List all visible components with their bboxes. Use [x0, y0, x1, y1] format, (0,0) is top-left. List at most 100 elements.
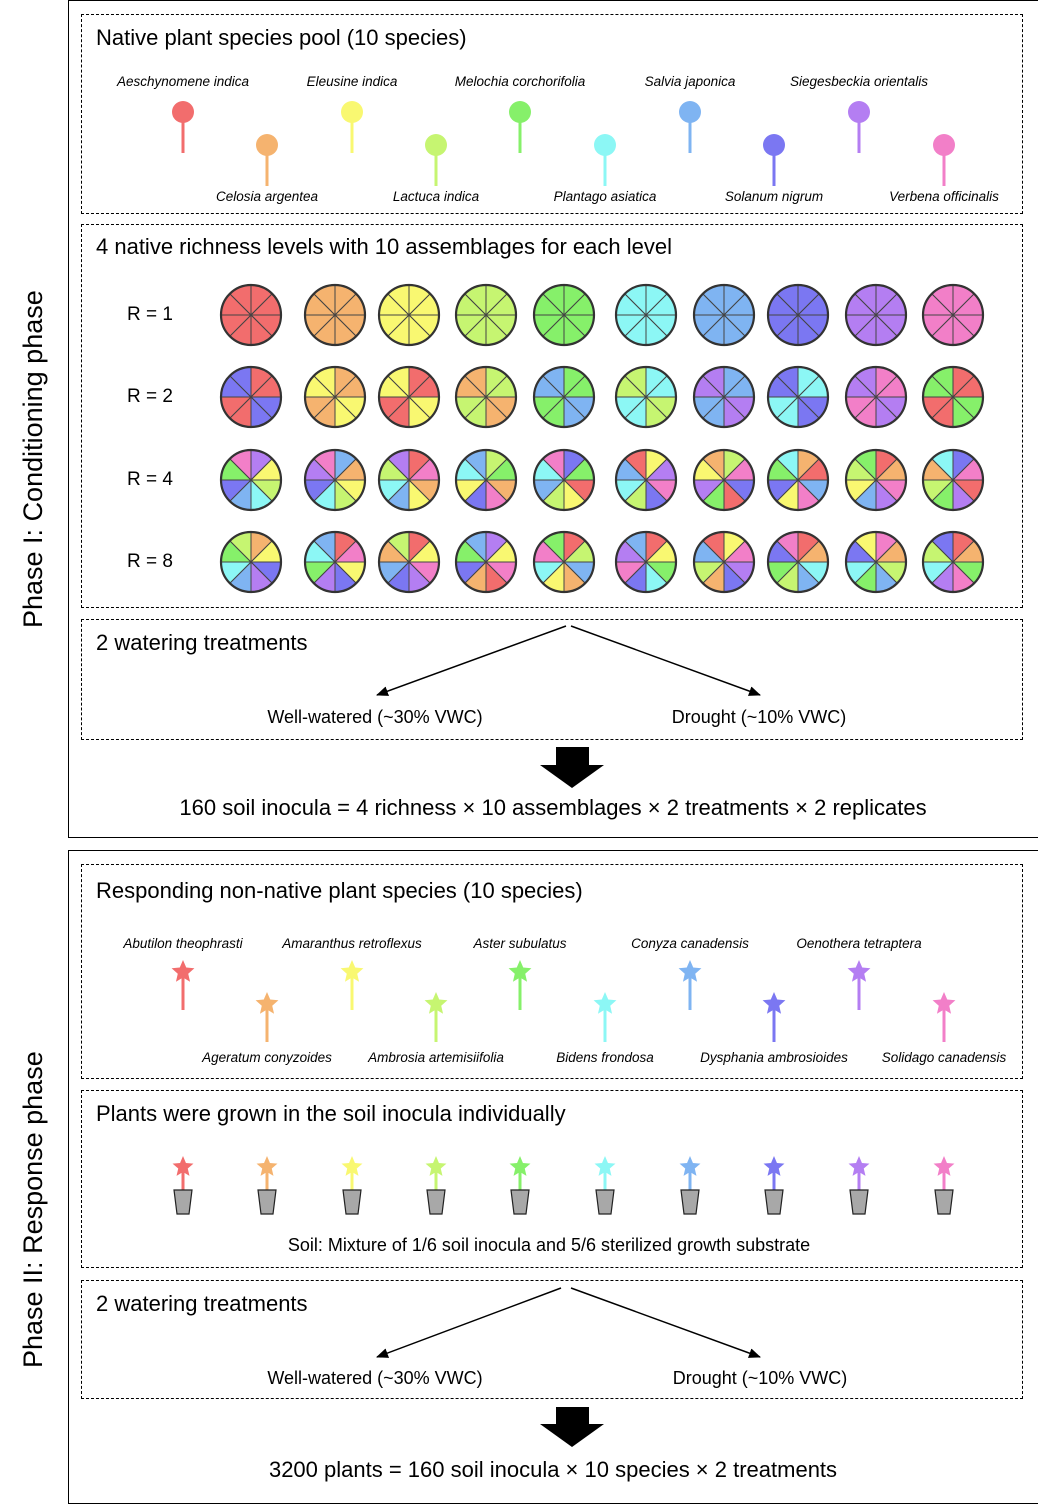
lollipop-plant-icon — [256, 134, 278, 186]
lollipop-plant-icon — [341, 101, 363, 153]
nonnative-species-label: Ageratum conyzoides — [202, 1050, 332, 1065]
richness-row-label: R = 4 — [127, 469, 173, 490]
phase1-drought-label: Drought (~10% VWC) — [671, 707, 847, 727]
nonnative-species-box — [81, 864, 1023, 1079]
nonnative-species-label: Amaranthus retroflexus — [282, 936, 422, 951]
assemblage-pie — [219, 448, 283, 512]
phase1-panel — [68, 0, 1038, 838]
star-plant-icon — [678, 960, 702, 1010]
assemblage-pie — [219, 530, 283, 594]
growth-box — [81, 1090, 1023, 1268]
native-species-label: Aeschynomene indica — [116, 74, 250, 89]
star-plant-icon — [508, 960, 532, 1010]
assemblage-pie — [219, 283, 283, 347]
nonnative-species-label: Solidago canadensis — [881, 1050, 1007, 1065]
soil-mixture-label: Soil: Mixture of 1/6 soil inocula and 5/… — [287, 1235, 811, 1255]
assemblage-pie — [921, 530, 985, 594]
lollipop-plant-icon — [509, 101, 531, 153]
phase2-watering-title: 2 watering treatments — [96, 1291, 308, 1316]
phase2-drought-label: Drought (~10% VWC) — [672, 1368, 848, 1388]
assemblage-pie — [377, 530, 441, 594]
assemblage-pie — [692, 530, 756, 594]
phase2-summary: 3200 plants = 160 soil inocula × 10 spec… — [268, 1457, 838, 1482]
native-species-label: Salvia japonica — [644, 74, 736, 89]
star-plant-icon — [424, 992, 448, 1042]
assemblage-pie — [844, 530, 908, 594]
richness-row-label: R = 8 — [127, 551, 173, 572]
potted-plant-icon — [594, 1156, 616, 1215]
phase2-well-watered-label: Well-watered (~30% VWC) — [267, 1368, 483, 1388]
phase1-arrow-right — [570, 625, 761, 696]
phase1-down-arrow-icon — [540, 747, 604, 788]
assemblage-pie — [921, 365, 985, 429]
native-species-label: Melochia corchorifolia — [454, 74, 586, 89]
growth-title: Plants were grown in the soil inocula in… — [96, 1101, 566, 1126]
lollipop-plant-icon — [172, 101, 194, 153]
assemblage-pie — [766, 530, 830, 594]
nonnative-species-label: Oenothera tetraptera — [796, 936, 922, 951]
potted-plant-icon — [763, 1156, 785, 1215]
richness-levels-box — [81, 224, 1023, 608]
native-species-label: Siegesbeckia orientalis — [789, 74, 929, 89]
lollipop-plant-icon — [679, 101, 701, 153]
assemblage-pie — [454, 365, 518, 429]
richness-row-label: R = 2 — [127, 386, 173, 407]
assemblage-pie — [614, 448, 678, 512]
native-species-label: Lactuca indica — [392, 189, 480, 204]
lollipop-plant-icon — [425, 134, 447, 186]
assemblage-pie — [454, 530, 518, 594]
potted-plant-icon — [256, 1156, 278, 1215]
native-species-pool-title: Native plant species pool (10 species) — [96, 25, 467, 50]
assemblage-pie — [303, 448, 367, 512]
assemblage-pie — [921, 448, 985, 512]
assemblage-pie — [303, 530, 367, 594]
nonnative-species-label: Abutilon theophrasti — [123, 936, 243, 951]
assemblage-pie — [303, 365, 367, 429]
assemblage-pie — [454, 283, 518, 347]
phase1-watering-title: 2 watering treatments — [96, 630, 308, 655]
native-species-label: Plantago asiatica — [553, 189, 657, 204]
assemblage-pie — [532, 365, 596, 429]
nonnative-species-label: Aster subulatus — [473, 936, 567, 951]
nonnative-species-label: Conyza canadensis — [631, 936, 749, 951]
lollipop-plant-icon — [594, 134, 616, 186]
nonnative-species-title: Responding non-native plant species (10 … — [96, 878, 583, 903]
assemblage-pie — [219, 365, 283, 429]
richness-levels-title: 4 native richness levels with 10 assembl… — [96, 234, 672, 259]
lollipop-plant-icon — [763, 134, 785, 186]
lollipop-plant-icon — [933, 134, 955, 186]
phase2-arrow-left — [376, 1287, 562, 1358]
assemblage-pie — [377, 448, 441, 512]
assemblage-pie — [614, 365, 678, 429]
assemblage-pie — [532, 283, 596, 347]
assemblage-pie — [766, 448, 830, 512]
assemblage-pie — [766, 365, 830, 429]
star-plant-icon — [932, 992, 956, 1042]
nonnative-species-label: Bidens frondosa — [556, 1050, 654, 1065]
potted-plant-icon — [509, 1156, 531, 1215]
assemblage-pie — [377, 283, 441, 347]
assemblage-pie — [532, 448, 596, 512]
potted-plant-icon — [933, 1156, 955, 1215]
assemblage-pie — [692, 448, 756, 512]
phase1-watering-box — [81, 619, 1023, 740]
nonnative-species-label: Dysphania ambrosioides — [700, 1050, 848, 1065]
potted-plant-icon — [425, 1156, 447, 1215]
phase2-down-arrow-icon — [540, 1407, 604, 1447]
assemblage-pie — [844, 365, 908, 429]
assemblage-pie — [921, 283, 985, 347]
star-plant-icon — [847, 960, 871, 1010]
potted-plant-icon — [848, 1156, 870, 1215]
phase2-arrow-right — [570, 1287, 761, 1358]
star-plant-icon — [171, 960, 195, 1010]
assemblage-pie — [766, 283, 830, 347]
assemblage-pie — [377, 365, 441, 429]
potted-plant-icon — [679, 1156, 701, 1215]
potted-plant-icon — [341, 1156, 363, 1215]
assemblage-pie — [614, 283, 678, 347]
assemblage-pie — [532, 530, 596, 594]
phase1-arrow-left — [376, 625, 567, 696]
nonnative-species-label: Ambrosia artemisiifolia — [368, 1050, 504, 1065]
assemblage-pie — [692, 365, 756, 429]
native-species-label: Solanum nigrum — [724, 189, 824, 204]
